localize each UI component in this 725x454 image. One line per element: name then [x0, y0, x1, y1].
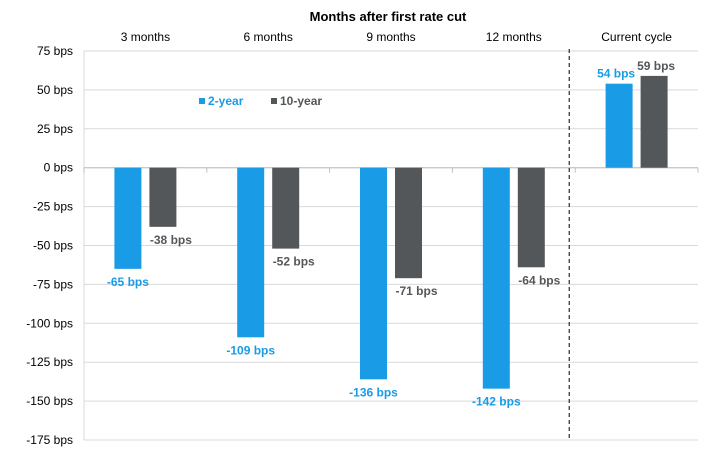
- data-label-10-year: -38 bps: [150, 233, 192, 247]
- data-label-2-year: -136 bps: [349, 385, 398, 399]
- y-tick-label: -150 bps: [26, 394, 73, 408]
- data-label-10-year: 59 bps: [637, 59, 675, 73]
- bar-10-year: [149, 167, 177, 227]
- y-tick-label: 75 bps: [37, 44, 73, 58]
- category-label: 12 months: [486, 30, 542, 44]
- bars: [114, 75, 668, 389]
- legend-swatch-2-year: [199, 98, 205, 104]
- data-label-10-year: -52 bps: [273, 255, 315, 269]
- y-tick-label: 50 bps: [37, 83, 73, 97]
- bar-2-year: [237, 167, 265, 338]
- data-label-10-year: -64 bps: [518, 273, 560, 287]
- data-label-2-year: -65 bps: [107, 275, 149, 289]
- data-label-2-year: -142 bps: [472, 395, 521, 409]
- data-label-2-year: 54 bps: [597, 67, 635, 81]
- bar-2-year: [605, 83, 633, 168]
- bar-2-year: [482, 167, 510, 389]
- gridlines: [84, 50, 698, 441]
- category-label: 9 months: [366, 30, 415, 44]
- data-labels: -65 bps -109 bps -136 bps -142 bps 54 bps -38…: [107, 59, 676, 409]
- y-tick-label: -25 bps: [33, 200, 73, 214]
- axes: 75 bps 50 bps 25 bps 0 bps -25 bps -50 bps -75…: [26, 30, 699, 447]
- bar-2-year: [360, 167, 387, 380]
- y-tick-label: -125 bps: [26, 355, 73, 369]
- y-tick-label: 0 bps: [44, 161, 73, 175]
- y-tick-label: 25 bps: [37, 122, 73, 136]
- data-label-10-year: -71 bps: [395, 284, 437, 298]
- bar-10-year: [272, 167, 300, 249]
- legend: 2-year 10-year: [199, 94, 322, 108]
- category-label: 6 months: [244, 30, 293, 44]
- chart-title: Months after first rate cut: [310, 9, 467, 24]
- category-label: 3 months: [121, 30, 170, 44]
- y-tick-label: -175 bps: [26, 433, 73, 447]
- legend-label-2-year: 2-year: [208, 94, 244, 108]
- bar-2-year: [114, 167, 142, 269]
- y-tick-label: -50 bps: [33, 239, 73, 253]
- legend-swatch-10-year: [271, 98, 277, 104]
- y-tick-label: -100 bps: [26, 316, 73, 330]
- bar-10-year: [517, 167, 545, 268]
- bar-10-year: [395, 167, 422, 279]
- legend-label-10-year: 10-year: [280, 94, 322, 108]
- data-label-2-year: -109 bps: [226, 343, 275, 357]
- category-label: Current cycle: [601, 30, 672, 44]
- y-tick-label: -75 bps: [33, 277, 73, 291]
- bar-10-year: [640, 75, 668, 168]
